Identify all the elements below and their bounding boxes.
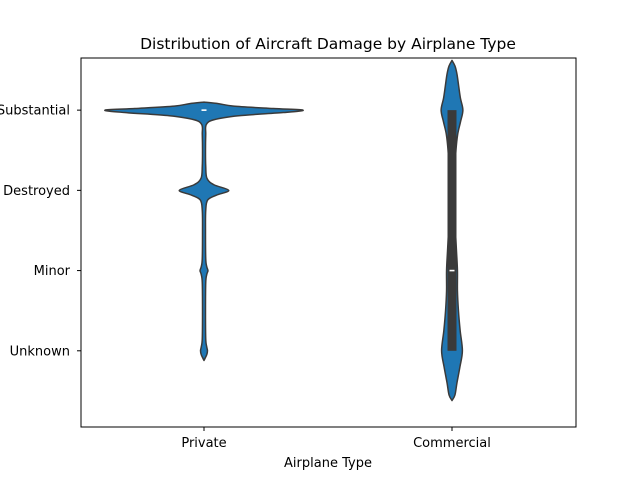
chart-title: Distribution of Aircraft Damage by Airpl…: [140, 35, 516, 53]
violin-private: [104, 101, 304, 362]
y-tick-label-minor: Minor: [34, 264, 71, 279]
x-axis: Private Commercial: [181, 427, 491, 451]
y-axis: Substantial Destroyed Minor Unknown: [0, 104, 81, 359]
x-tick-label-private: Private: [181, 436, 226, 451]
plot-frame: [80, 57, 577, 428]
x-axis-label: Airplane Type: [284, 456, 372, 471]
x-tick-label-commercial: Commercial: [413, 436, 491, 451]
y-tick-label-destroyed: Destroyed: [3, 184, 70, 199]
y-tick-label-unknown: Unknown: [10, 344, 70, 359]
y-tick-label-substantial: Substantial: [0, 104, 70, 119]
iqr-box-commercial: [447, 110, 457, 351]
plot-area: [104, 59, 464, 402]
